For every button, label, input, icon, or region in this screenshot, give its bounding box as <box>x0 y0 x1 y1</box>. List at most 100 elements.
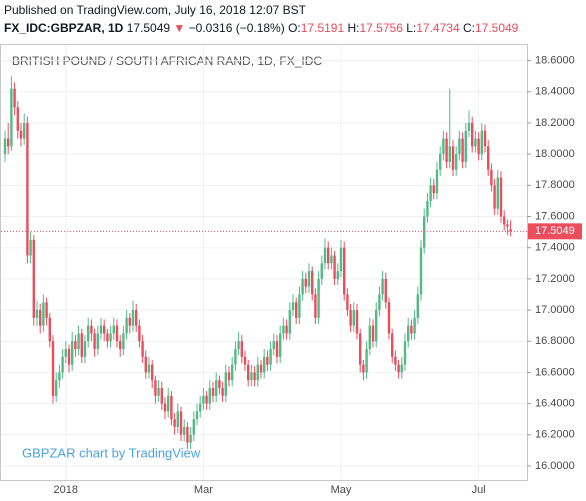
candle-body <box>93 333 96 350</box>
published-line: Published on TradingView.com, July 16, 2… <box>4 3 306 17</box>
candle-body <box>141 341 144 357</box>
candle-body <box>391 333 394 357</box>
candle-body <box>381 278 384 295</box>
candle-body <box>355 310 359 334</box>
candle-body <box>365 349 368 373</box>
candle-body <box>58 372 61 381</box>
candle-body <box>288 310 291 334</box>
candle-body <box>247 364 250 381</box>
candle-body <box>195 411 199 420</box>
candle-body <box>317 278 320 318</box>
y-tick-label: 16.4000 <box>535 398 575 410</box>
candle-body <box>106 333 109 342</box>
candle-body <box>192 419 195 435</box>
candle-body <box>48 317 51 342</box>
y-tick-label: 17.0000 <box>535 304 575 316</box>
candle-body <box>211 388 215 396</box>
quote-line: FX_IDC:GBPZAR, 1D 17.5049 ▼ −0.0316 (−0.… <box>4 21 518 35</box>
candle-body <box>384 278 387 303</box>
candle-body <box>496 177 499 209</box>
candle-body <box>173 419 176 427</box>
open: 17.5191 <box>300 21 345 35</box>
candle-body <box>29 239 32 256</box>
candle-body <box>339 247 343 272</box>
x-tick-label: Mar <box>194 484 213 496</box>
candle-body <box>320 263 323 279</box>
candle-body <box>87 325 90 342</box>
candle-body <box>208 388 211 404</box>
candle-body <box>435 169 439 194</box>
candle-body <box>151 364 154 381</box>
candle-body <box>490 169 493 186</box>
candle-body <box>64 349 67 357</box>
candle-body <box>480 130 483 155</box>
candle-body <box>112 325 115 334</box>
y-tick-label: 16.0000 <box>535 460 575 472</box>
candle-body <box>503 216 506 225</box>
candle-body <box>275 341 279 357</box>
candle-body <box>77 333 80 350</box>
candle-body <box>336 271 339 279</box>
candle-body <box>23 122 26 139</box>
candle-body <box>243 356 247 365</box>
candle-body <box>304 278 307 287</box>
candle-body <box>125 317 128 334</box>
candle-body <box>32 239 35 318</box>
candle-body <box>259 364 263 373</box>
candle-body <box>170 395 173 420</box>
down-arrow: ▼ <box>173 21 186 35</box>
candle-body <box>445 138 448 162</box>
candle-body <box>416 294 419 318</box>
candle-body <box>135 310 138 326</box>
candle-body <box>375 310 378 342</box>
candle-body <box>240 341 243 357</box>
candle-body <box>122 333 125 350</box>
candle-body <box>26 122 29 256</box>
candle-body <box>147 364 151 373</box>
candle-body <box>176 411 179 427</box>
candle-body <box>263 356 266 373</box>
candle-body <box>131 310 135 326</box>
candle-body <box>387 302 391 334</box>
watermark: GBPZAR chart by TradingView <box>22 445 201 460</box>
candle-body <box>419 247 423 295</box>
y-tick-label: 17.6000 <box>535 210 575 222</box>
candle-body <box>163 403 167 412</box>
open-label: O: <box>288 21 301 35</box>
candle-body <box>487 146 490 170</box>
candle-body <box>407 325 410 342</box>
candle-body <box>13 88 16 108</box>
candle-body <box>7 138 10 147</box>
low: 17.4734 <box>416 21 460 35</box>
candle-body <box>426 200 429 217</box>
candle-body <box>458 138 461 155</box>
candle-body <box>311 271 314 295</box>
candle-body <box>403 341 407 365</box>
candle-body <box>423 216 426 248</box>
candle-body <box>333 255 336 279</box>
candle-body <box>461 138 464 162</box>
candle-body <box>167 395 170 412</box>
candle-body <box>343 247 346 295</box>
candle-body <box>144 356 147 373</box>
candle-body <box>109 333 112 342</box>
candle-body <box>506 224 509 227</box>
candle-body <box>179 411 183 435</box>
candle-body <box>231 364 234 381</box>
candle-body <box>298 294 301 318</box>
candle-body <box>291 302 295 311</box>
candle-body <box>39 310 42 326</box>
y-tick-label: 18.4000 <box>535 86 575 98</box>
candle-body <box>471 122 474 147</box>
candle-body <box>154 380 157 396</box>
candle-body <box>115 325 119 342</box>
candle-body <box>282 325 285 334</box>
candle-body <box>314 294 317 318</box>
candle-body <box>352 310 355 326</box>
close: 17.5049 <box>474 21 519 35</box>
candle-body <box>442 138 445 155</box>
candle-body <box>221 388 224 396</box>
candle-body <box>183 426 186 435</box>
candle-body <box>253 372 256 381</box>
candle-body <box>451 146 455 170</box>
